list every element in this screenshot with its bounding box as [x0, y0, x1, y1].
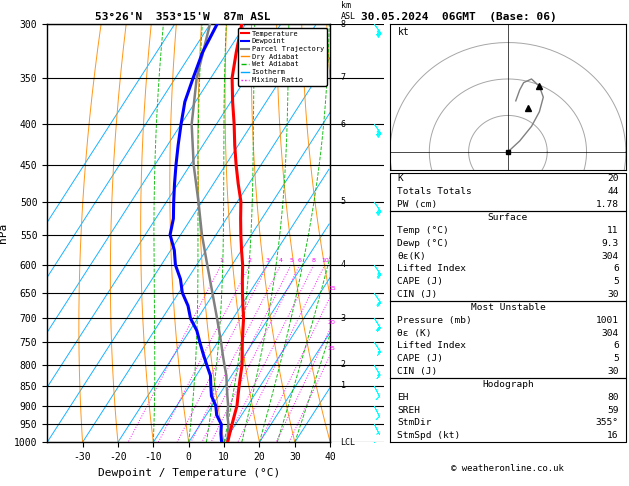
Text: 20: 20: [327, 320, 335, 325]
Text: kt: kt: [398, 27, 409, 37]
Text: 5: 5: [341, 197, 345, 206]
Text: Lifted Index: Lifted Index: [397, 264, 466, 273]
Text: © weatheronline.co.uk: © weatheronline.co.uk: [452, 464, 564, 473]
Text: CIN (J): CIN (J): [397, 290, 437, 299]
Text: 2: 2: [341, 360, 345, 369]
Text: SREH: SREH: [397, 406, 420, 415]
Text: 1001: 1001: [596, 316, 619, 325]
Text: 4: 4: [341, 260, 345, 269]
Text: 5: 5: [289, 258, 293, 263]
Text: 355°: 355°: [596, 418, 619, 428]
Text: 15: 15: [328, 286, 336, 291]
Text: 1: 1: [220, 258, 223, 263]
Text: 5: 5: [613, 354, 619, 363]
Text: 59: 59: [607, 406, 619, 415]
Text: 10: 10: [321, 258, 329, 263]
Text: 9.3: 9.3: [601, 239, 619, 248]
Text: 53°26'N  353°15'W  87m ASL: 53°26'N 353°15'W 87m ASL: [94, 12, 270, 22]
Text: CAPE (J): CAPE (J): [397, 277, 443, 286]
Text: 8: 8: [341, 20, 345, 29]
Text: 8: 8: [312, 258, 316, 263]
Text: StmSpd (kt): StmSpd (kt): [397, 432, 460, 440]
Text: Most Unstable: Most Unstable: [470, 303, 545, 312]
Text: 20: 20: [607, 174, 619, 183]
Text: 304: 304: [601, 252, 619, 260]
Text: 7: 7: [341, 73, 345, 82]
Text: CAPE (J): CAPE (J): [397, 354, 443, 363]
Text: LCL: LCL: [341, 438, 355, 447]
Text: Lifted Index: Lifted Index: [397, 342, 466, 350]
Text: K: K: [397, 174, 403, 183]
Text: 16: 16: [607, 432, 619, 440]
Text: 3: 3: [265, 258, 270, 263]
X-axis label: Dewpoint / Temperature (°C): Dewpoint / Temperature (°C): [97, 468, 280, 478]
Text: Dewp (°C): Dewp (°C): [397, 239, 449, 248]
Text: StmDir: StmDir: [397, 418, 431, 428]
Text: 80: 80: [607, 393, 619, 402]
Y-axis label: hPa: hPa: [0, 223, 8, 243]
Text: 6: 6: [613, 264, 619, 273]
Text: 25: 25: [328, 346, 335, 351]
Text: Temp (°C): Temp (°C): [397, 226, 449, 235]
Legend: Temperature, Dewpoint, Parcel Trajectory, Dry Adiabat, Wet Adiabat, Isotherm, Mi: Temperature, Dewpoint, Parcel Trajectory…: [238, 28, 326, 86]
Text: 304: 304: [601, 329, 619, 338]
Text: Hodograph: Hodograph: [482, 380, 534, 389]
Text: 1.78: 1.78: [596, 200, 619, 209]
Text: Surface: Surface: [488, 213, 528, 222]
Text: 30.05.2024  06GMT  (Base: 06): 30.05.2024 06GMT (Base: 06): [361, 12, 557, 22]
Text: 30: 30: [607, 290, 619, 299]
Text: θε (K): θε (K): [397, 329, 431, 338]
Text: Totals Totals: Totals Totals: [397, 187, 472, 196]
Text: Pressure (mb): Pressure (mb): [397, 316, 472, 325]
Text: PW (cm): PW (cm): [397, 200, 437, 209]
Text: 4: 4: [279, 258, 282, 263]
Text: 6: 6: [613, 342, 619, 350]
Text: EH: EH: [397, 393, 409, 402]
Text: 6: 6: [341, 120, 345, 129]
Text: 6: 6: [298, 258, 302, 263]
Text: 30: 30: [607, 367, 619, 376]
Text: km
ASL: km ASL: [341, 1, 355, 21]
Text: 2: 2: [248, 258, 252, 263]
Text: 1: 1: [341, 382, 345, 390]
Text: 44: 44: [607, 187, 619, 196]
Text: CIN (J): CIN (J): [397, 367, 437, 376]
Text: 5: 5: [613, 277, 619, 286]
Text: θε(K): θε(K): [397, 252, 426, 260]
Text: 3: 3: [341, 314, 345, 323]
Text: 11: 11: [607, 226, 619, 235]
